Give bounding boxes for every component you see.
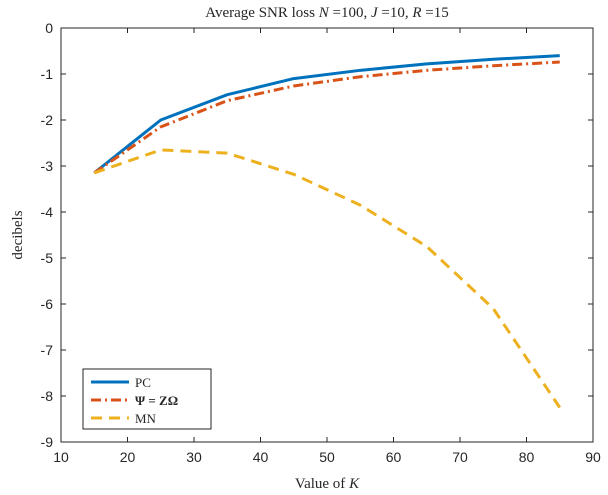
legend-label: Ψ = ZΩ xyxy=(135,393,178,408)
y-tick-label: -5 xyxy=(41,250,54,266)
y-tick-label: 0 xyxy=(45,20,53,36)
legend-label: PC xyxy=(135,375,151,390)
x-tick-label: 70 xyxy=(452,449,468,465)
x-tick-label: 90 xyxy=(585,449,601,465)
x-tick-label: 80 xyxy=(519,449,535,465)
x-tick-label: 30 xyxy=(186,449,202,465)
y-tick-label: -6 xyxy=(41,296,54,312)
y-tick-label: -7 xyxy=(41,342,54,358)
x-tick-label: 60 xyxy=(386,449,402,465)
legend-label: MN xyxy=(135,411,157,426)
y-tick-label: -3 xyxy=(41,158,54,174)
x-tick-label: 50 xyxy=(319,449,335,465)
x-tick-label: 20 xyxy=(120,449,136,465)
y-tick-label: -8 xyxy=(41,388,54,404)
y-tick-label: -4 xyxy=(41,204,54,220)
y-tick-label: -2 xyxy=(41,112,54,128)
x-tick-label: 40 xyxy=(253,449,269,465)
legend: PC Ψ = ZΩ MN xyxy=(83,369,211,429)
y-tick-label: -9 xyxy=(41,434,54,450)
x-tick-label: 10 xyxy=(53,449,69,465)
y-tick-label: -1 xyxy=(41,66,54,82)
chart-title: Average SNR loss N =100, J =10, R =15 xyxy=(205,5,448,21)
y-axis-label: decibels xyxy=(10,210,26,259)
x-axis-label: Value of K xyxy=(295,476,360,492)
